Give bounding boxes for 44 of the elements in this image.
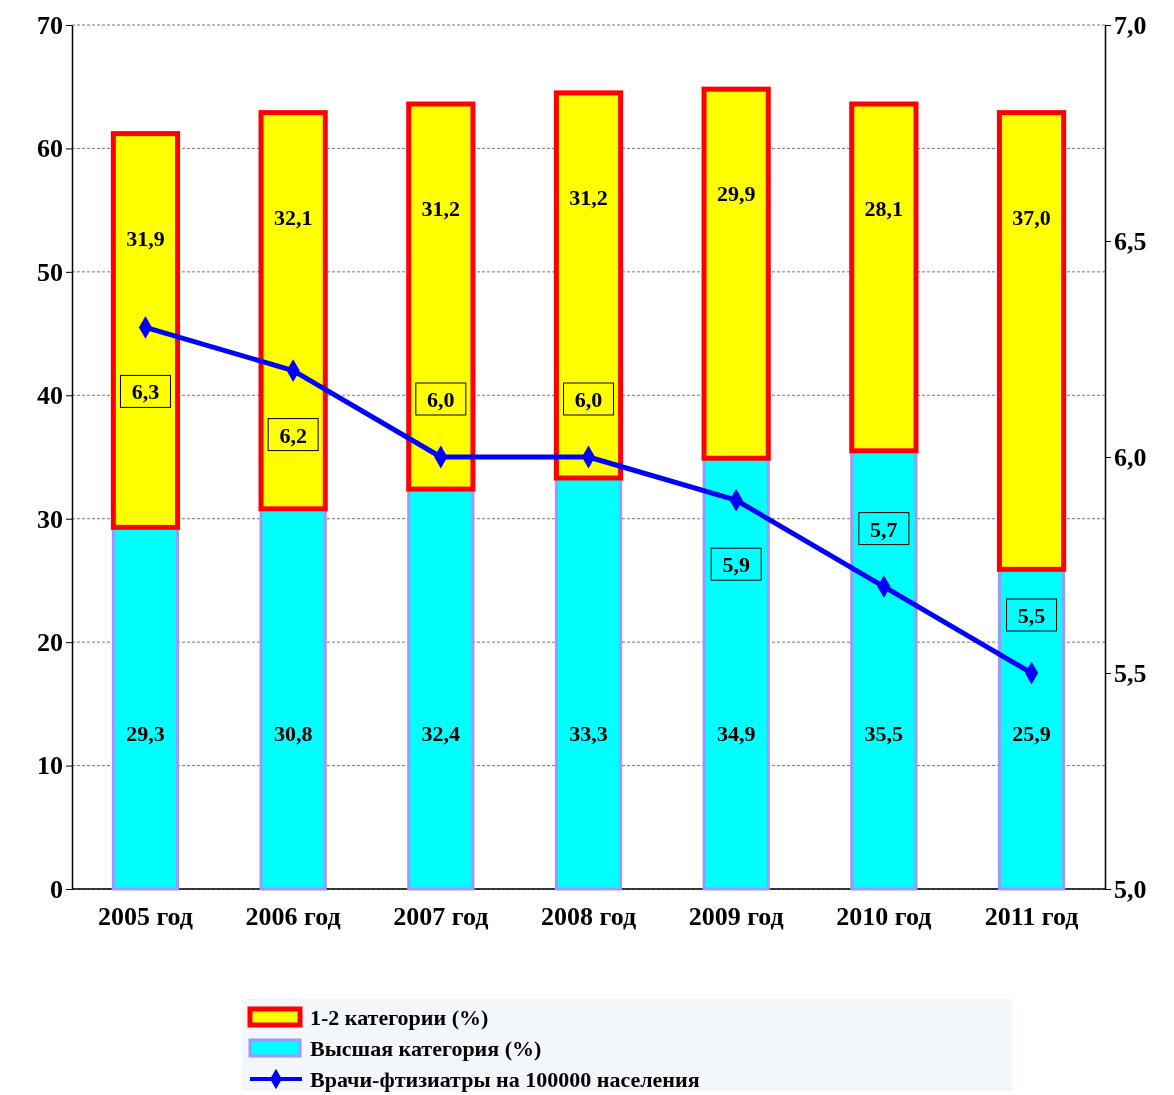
data-label: 28,1 bbox=[864, 195, 904, 221]
x-tick-label: 2007 год bbox=[393, 902, 489, 932]
data-label: 5,5 bbox=[1017, 603, 1046, 628]
data-label: 37,0 bbox=[1012, 204, 1051, 230]
y-tick-label: 10 bbox=[37, 751, 63, 781]
y2-tick-label: 5,5 bbox=[1114, 658, 1147, 688]
data-label: 31,2 bbox=[421, 195, 461, 221]
y-tick-label: 0 bbox=[50, 874, 63, 904]
data-label: 33,3 bbox=[569, 721, 608, 746]
data-label: 6,2 bbox=[279, 422, 307, 448]
y2-tick-label: 6,0 bbox=[1114, 442, 1147, 472]
y-tick-label: 70 bbox=[37, 10, 63, 40]
data-label: 6,0 bbox=[574, 387, 603, 412]
data-label: 29,3 bbox=[126, 721, 165, 746]
x-tick-label: 2010 год bbox=[836, 902, 932, 932]
legend-label: Высшая категория (%) bbox=[310, 1036, 542, 1061]
x-tick-label: 2005 год bbox=[97, 902, 193, 932]
data-label: 25,9 bbox=[1012, 721, 1051, 746]
data-label: 5,9 bbox=[722, 552, 750, 578]
data-label: 5,7 bbox=[870, 516, 898, 542]
y-tick-label: 60 bbox=[37, 134, 63, 164]
x-tick-label: 2011 год bbox=[984, 902, 1079, 932]
data-label: 34,9 bbox=[716, 721, 756, 746]
legend-label: 1-2 категории (%) bbox=[310, 1005, 489, 1030]
y2-tick-label: 7,0 bbox=[1114, 10, 1147, 40]
y2-tick-label: 6,5 bbox=[1114, 226, 1147, 256]
data-label: 32,1 bbox=[273, 204, 313, 230]
data-label: 32,4 bbox=[421, 721, 461, 746]
x-tick-label: 2009 год bbox=[688, 902, 784, 932]
x-tick-label: 2006 год bbox=[245, 902, 341, 932]
data-label: 35,5 bbox=[864, 721, 904, 746]
data-label: 29,9 bbox=[716, 181, 756, 207]
x-tick-label: 2008 год bbox=[540, 902, 637, 932]
y-tick-label: 30 bbox=[37, 504, 63, 534]
data-label: 31,2 bbox=[569, 184, 608, 210]
y-tick-label: 20 bbox=[37, 627, 63, 657]
data-label: 6,3 bbox=[131, 379, 160, 405]
data-label: 30,8 bbox=[273, 721, 313, 746]
legend-label: Врачи-фтизиатры на 100000 населения bbox=[310, 1067, 700, 1092]
y-tick-label: 40 bbox=[37, 381, 63, 411]
data-label: 31,9 bbox=[126, 225, 165, 251]
data-label: 6,0 bbox=[427, 387, 455, 412]
y-tick-label: 50 bbox=[37, 257, 63, 287]
y2-tick-label: 5,0 bbox=[1114, 874, 1147, 904]
